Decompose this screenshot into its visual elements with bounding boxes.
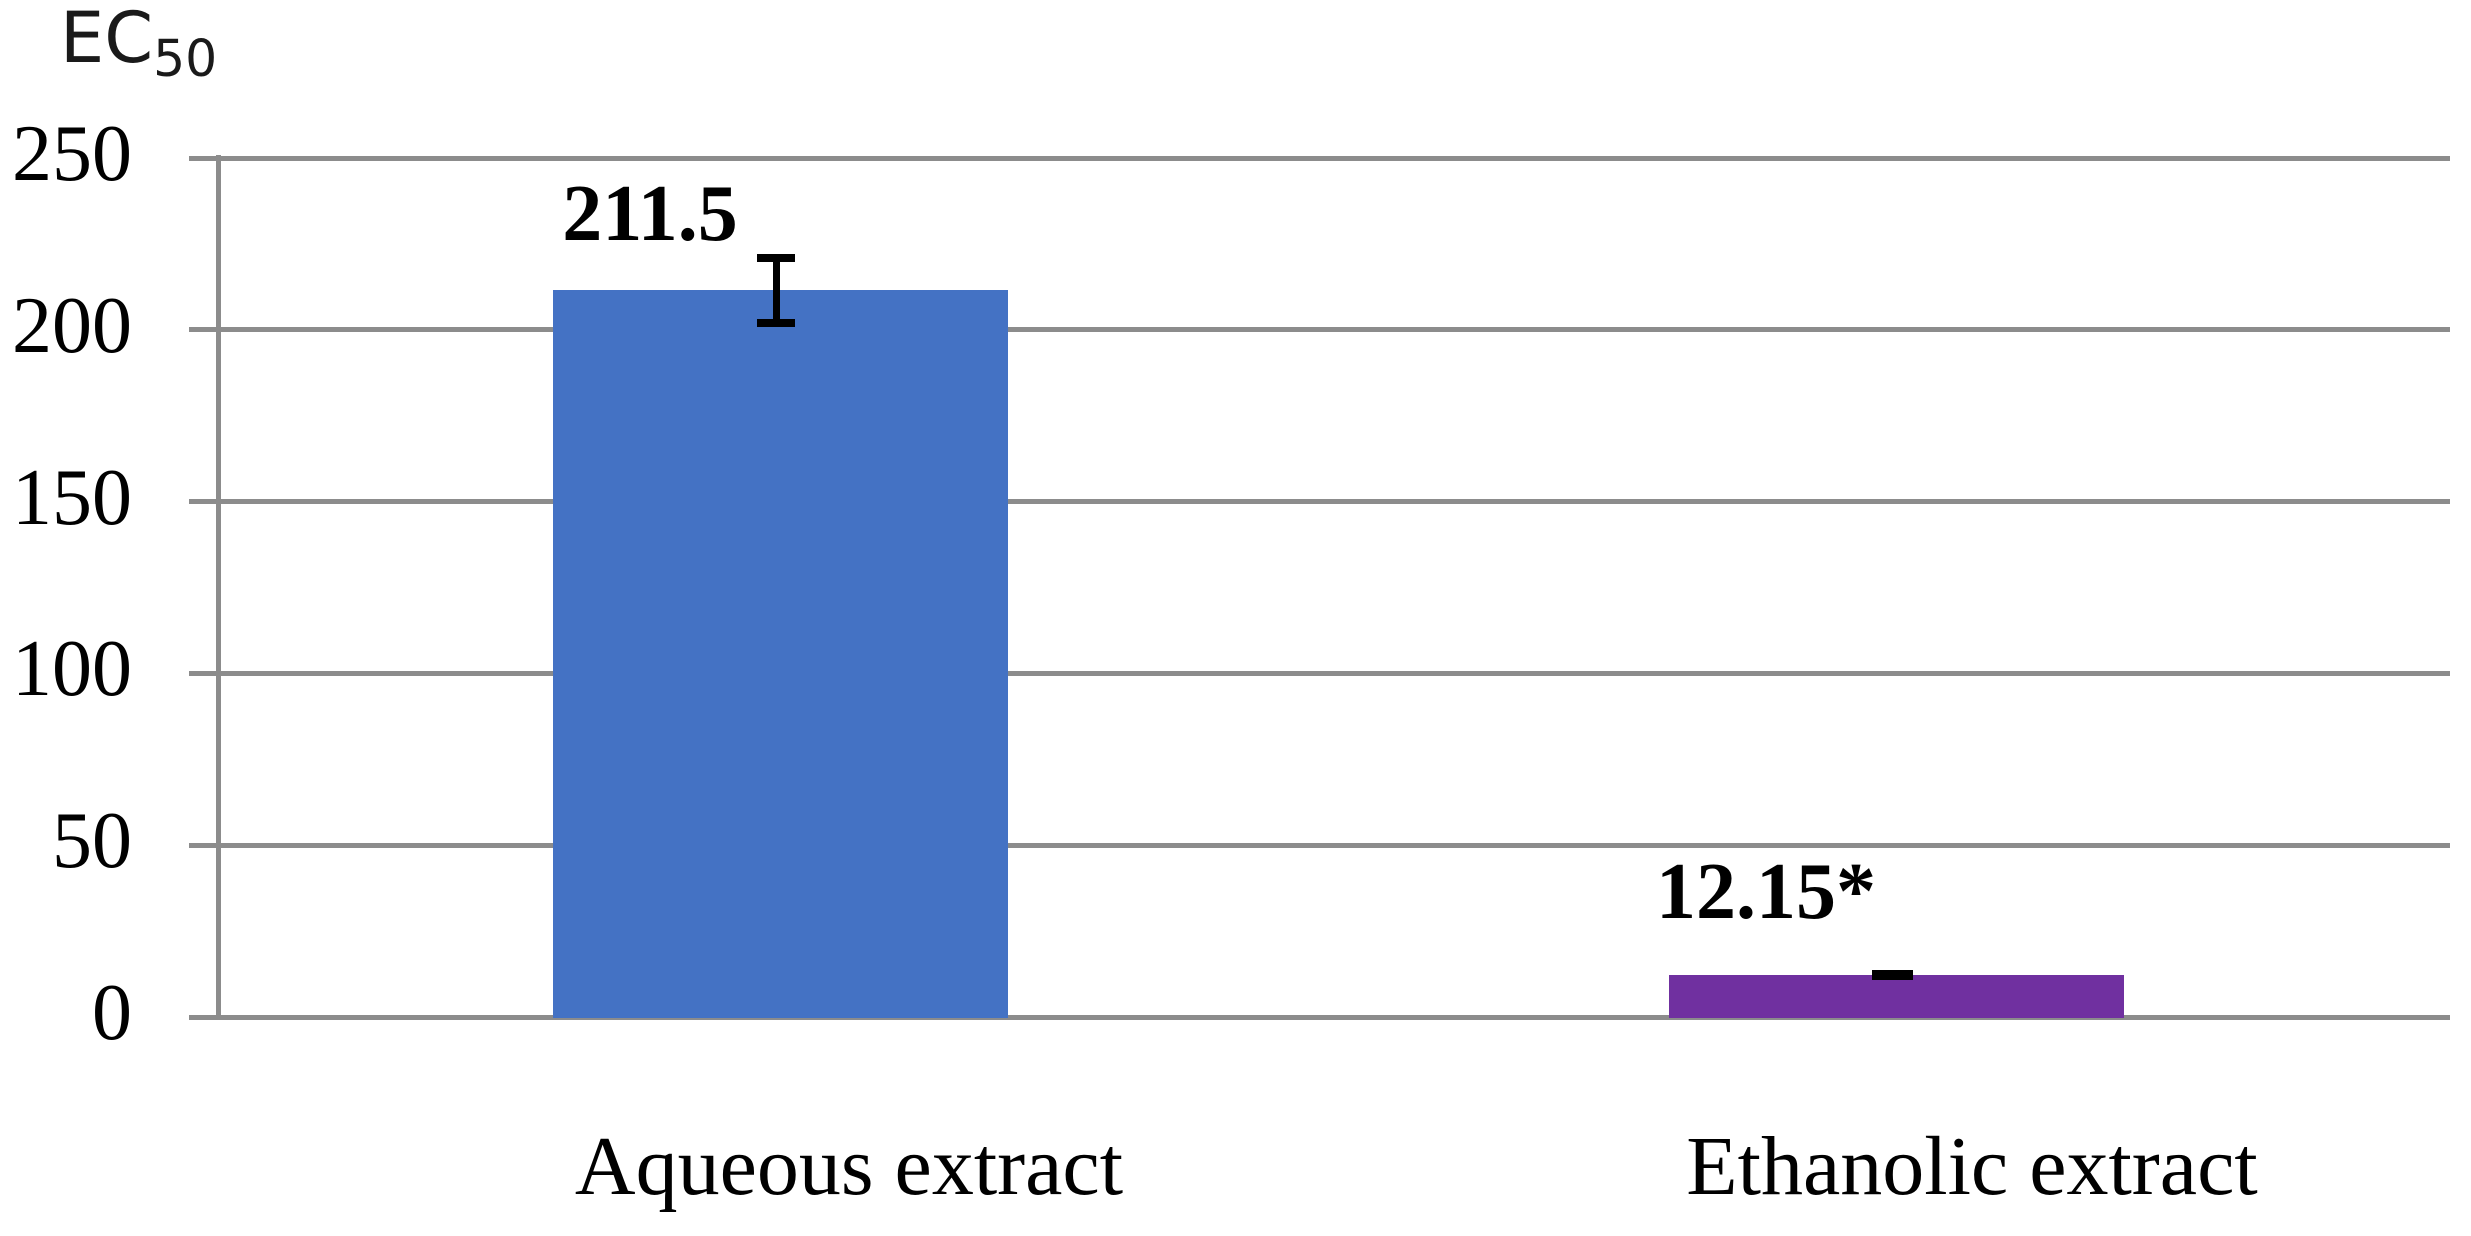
category-label-0: Aqueous extract <box>574 1120 1124 1213</box>
bar-1 <box>1669 975 2124 1018</box>
y-axis-title-main: EC <box>60 0 154 79</box>
y-axis-title: EC50 <box>60 0 217 86</box>
y-axis-title-subscript: 50 <box>153 29 218 89</box>
bar-0 <box>553 290 1008 1018</box>
error-bar-top-cap-1 <box>1871 970 1913 981</box>
gridline-0 <box>189 1014 2450 1020</box>
gridline-200 <box>189 327 2450 333</box>
y-tick-label-150: 150 <box>12 453 132 542</box>
bar-value-label-1: 12.15* <box>1656 848 1876 936</box>
bar-value-label-0: 211.5 <box>562 170 738 258</box>
error-bar-stem-0 <box>772 253 780 327</box>
gridline-100 <box>189 670 2450 676</box>
y-axis-line <box>216 155 221 1020</box>
y-tick-label-100: 100 <box>12 625 132 714</box>
y-tick-label-0: 0 <box>92 969 132 1057</box>
y-tick-label-50: 50 <box>52 797 132 886</box>
error-bar-top-cap-0 <box>757 253 795 262</box>
gridline-150 <box>189 499 2450 505</box>
category-label-1: Ethanolic extract <box>1686 1120 2258 1213</box>
gridline-250 <box>189 155 2450 161</box>
gridline-50 <box>189 842 2450 848</box>
error-bar-bottom-cap-0 <box>757 318 795 327</box>
y-tick-label-200: 200 <box>12 281 132 370</box>
y-tick-label-250: 250 <box>12 110 132 198</box>
